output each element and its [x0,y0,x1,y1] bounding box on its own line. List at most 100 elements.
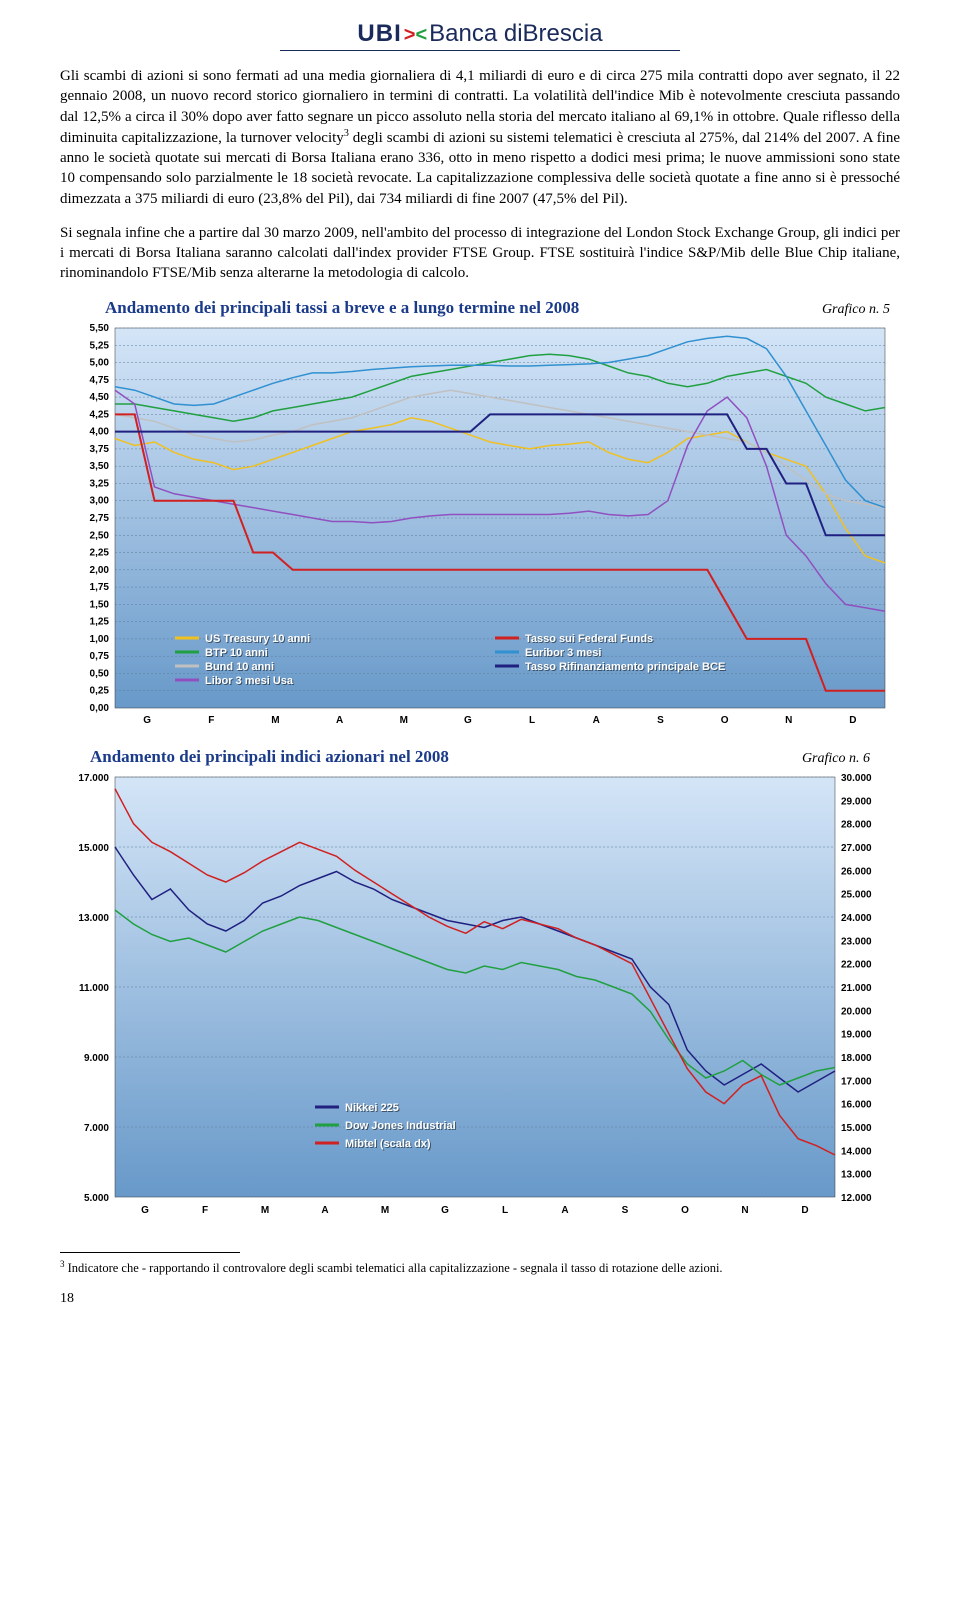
chart1-container: 0,00 0,25 0,50 0,75 1,00 1,25 1,50 1,75 2,00 2,25… [60,323,900,733]
logo-brescia: Brescia [523,20,603,47]
svg-text:5.000: 5.000 [84,1193,109,1204]
svg-text:F: F [208,715,214,726]
svg-text:4,00: 4,00 [90,426,110,437]
svg-text:D: D [801,1205,808,1216]
svg-text:A: A [336,715,343,726]
chart2-container: 5.000 7.000 9.000 11.000 13.000 15.000 17.000 1… [60,772,900,1222]
svg-text:13.000: 13.000 [78,913,109,924]
svg-text:A: A [561,1205,568,1216]
svg-text:18.000: 18.000 [841,1053,872,1064]
svg-text:12.000: 12.000 [841,1193,872,1204]
svg-text:30.000: 30.000 [841,773,872,784]
svg-text:1,75: 1,75 [90,582,110,593]
svg-text:4,75: 4,75 [90,374,110,385]
svg-text:2,50: 2,50 [90,530,110,541]
svg-text:29.000: 29.000 [841,796,872,807]
svg-text:G: G [441,1205,449,1216]
svg-text:15.000: 15.000 [78,843,109,854]
svg-text:N: N [741,1205,748,1216]
svg-text:Mibtel (scala dx): Mibtel (scala dx) [345,1138,431,1150]
svg-text:5,50: 5,50 [90,323,110,334]
svg-text:17.000: 17.000 [841,1076,872,1087]
svg-text:M: M [271,715,279,726]
svg-text:BTP 10 anni: BTP 10 anni [205,647,268,659]
svg-text:M: M [261,1205,269,1216]
svg-text:19.000: 19.000 [841,1029,872,1040]
svg-text:4,50: 4,50 [90,392,110,403]
svg-text:S: S [657,715,664,726]
paragraph-1: Gli scambi di azioni si sono fermati ad … [60,66,900,209]
svg-text:17.000: 17.000 [78,773,109,784]
svg-text:13.000: 13.000 [841,1169,872,1180]
svg-text:20.000: 20.000 [841,1006,872,1017]
svg-text:27.000: 27.000 [841,843,872,854]
page-number: 18 [60,1291,900,1307]
svg-text:28.000: 28.000 [841,819,872,830]
svg-text:3,50: 3,50 [90,461,110,472]
svg-text:O: O [681,1205,689,1216]
chart1-svg: 0,00 0,25 0,50 0,75 1,00 1,25 1,50 1,75 2,00 2,25… [60,323,900,733]
svg-text:25.000: 25.000 [841,889,872,900]
svg-text:5,00: 5,00 [90,357,110,368]
svg-text:0,25: 0,25 [90,685,110,696]
svg-text:3,00: 3,00 [90,495,110,506]
footnote: 3 Indicatore che - rapportando il contro… [60,1259,900,1276]
chart2-caption: Grafico n. 6 [802,751,870,767]
logo: UBI><Banca diBrescia [60,20,900,51]
svg-text:G: G [141,1205,149,1216]
chart2-title: Andamento dei principali indici azionari… [90,747,449,767]
svg-text:Bund 10 anni: Bund 10 anni [205,661,274,673]
svg-text:Tasso sui Federal Funds: Tasso sui Federal Funds [525,633,653,645]
svg-text:16.000: 16.000 [841,1099,872,1110]
svg-text:M: M [381,1205,389,1216]
svg-text:2,75: 2,75 [90,513,110,524]
chart2-svg: 5.000 7.000 9.000 11.000 13.000 15.000 17.000 1… [60,772,900,1222]
svg-text:0,00: 0,00 [90,703,110,714]
svg-text:G: G [464,715,472,726]
svg-text:11.000: 11.000 [79,983,109,994]
logo-banca: Banca di [429,20,522,47]
svg-text:O: O [721,715,729,726]
chart1-title: Andamento dei principali tassi a breve e… [105,298,579,318]
svg-text:Dow Jones Industrial: Dow Jones Industrial [345,1120,456,1132]
svg-text:1,00: 1,00 [90,633,110,644]
svg-text:3,25: 3,25 [90,478,110,489]
svg-text:5,25: 5,25 [90,340,110,351]
svg-text:0,50: 0,50 [90,668,110,679]
svg-text:0,75: 0,75 [90,651,110,662]
svg-text:3,75: 3,75 [90,443,110,454]
svg-text:7.000: 7.000 [84,1123,109,1134]
svg-text:23.000: 23.000 [841,936,872,947]
svg-text:M: M [400,715,408,726]
svg-text:L: L [529,715,535,726]
svg-text:1,50: 1,50 [90,599,110,610]
svg-text:N: N [785,715,792,726]
svg-text:A: A [321,1205,328,1216]
svg-text:2,00: 2,00 [90,564,110,575]
svg-text:21.000: 21.000 [841,983,872,994]
svg-text:Tasso Rifinanziamento principa: Tasso Rifinanziamento principale BCE [525,661,725,673]
svg-text:G: G [143,715,151,726]
svg-text:2,25: 2,25 [90,547,110,558]
chart1-caption: Grafico n. 5 [822,302,890,318]
svg-text:22.000: 22.000 [841,959,872,970]
svg-text:1,25: 1,25 [90,616,110,627]
svg-text:14.000: 14.000 [841,1146,872,1157]
footnote-divider [60,1252,240,1253]
svg-text:F: F [202,1205,208,1216]
svg-text:S: S [622,1205,629,1216]
logo-ubi: UBI [357,20,401,47]
svg-text:Libor 3 mesi Usa: Libor 3 mesi Usa [205,675,294,687]
svg-text:24.000: 24.000 [841,913,872,924]
logo-arrows-icon: >< [404,24,427,47]
svg-text:L: L [502,1205,508,1216]
svg-text:A: A [593,715,600,726]
svg-text:Nikkei 225: Nikkei 225 [345,1102,399,1114]
svg-text:4,25: 4,25 [90,409,110,420]
svg-text:D: D [849,715,856,726]
svg-text:9.000: 9.000 [84,1053,109,1064]
paragraph-2: Si segnala infine che a partire dal 30 m… [60,223,900,284]
svg-text:26.000: 26.000 [841,866,872,877]
svg-text:US Treasury 10 anni: US Treasury 10 anni [205,633,310,645]
svg-text:Euribor 3 mesi: Euribor 3 mesi [525,647,601,659]
